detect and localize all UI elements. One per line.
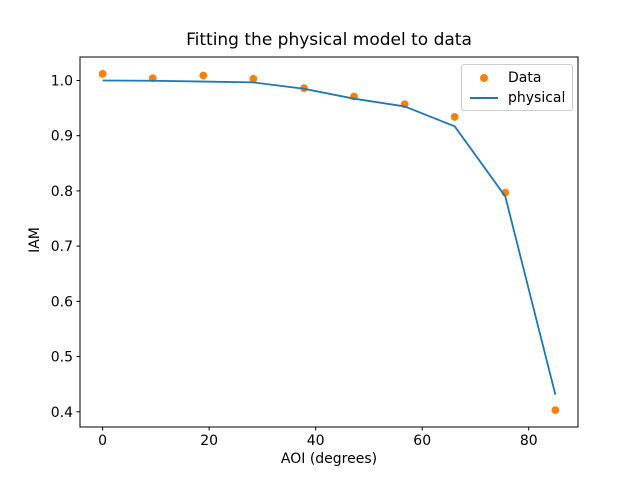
data-point <box>199 71 208 80</box>
x-tick-label: 80 <box>520 433 538 449</box>
axes-frame <box>79 56 579 428</box>
x-tick-label: 20 <box>200 433 218 449</box>
y-tick-label: 0.8 <box>51 184 73 200</box>
x-tick-label: 60 <box>413 433 431 449</box>
x-tick-label: 0 <box>98 433 107 449</box>
chart-title: Fitting the physical model to data <box>186 30 472 50</box>
y-tick-label: 0.7 <box>51 239 73 255</box>
legend: Data physical <box>461 64 573 111</box>
legend-entry-physical: physical <box>462 88 572 108</box>
legend-entry-data: Data <box>462 68 572 88</box>
data-point <box>450 113 459 121</box>
y-tick-label: 0.5 <box>51 350 73 366</box>
y-axis-label: IAM <box>27 227 43 253</box>
data-point <box>249 74 258 83</box>
y-tick-label: 1.0 <box>51 73 73 89</box>
y-tick-label: 0.4 <box>51 405 73 421</box>
x-tick-label: 40 <box>307 433 325 449</box>
scatter-marker-icon <box>469 73 498 82</box>
x-axis-label: AOI (degrees) <box>280 451 378 467</box>
y-tick-label: 0.9 <box>51 129 73 145</box>
physical-line <box>102 79 557 395</box>
line-marker-icon <box>469 96 498 99</box>
data-point <box>98 69 107 78</box>
y-tick-label: 0.6 <box>51 294 73 310</box>
data-point <box>551 406 560 415</box>
legend-label: physical <box>508 89 566 106</box>
legend-label: Data <box>508 69 542 86</box>
